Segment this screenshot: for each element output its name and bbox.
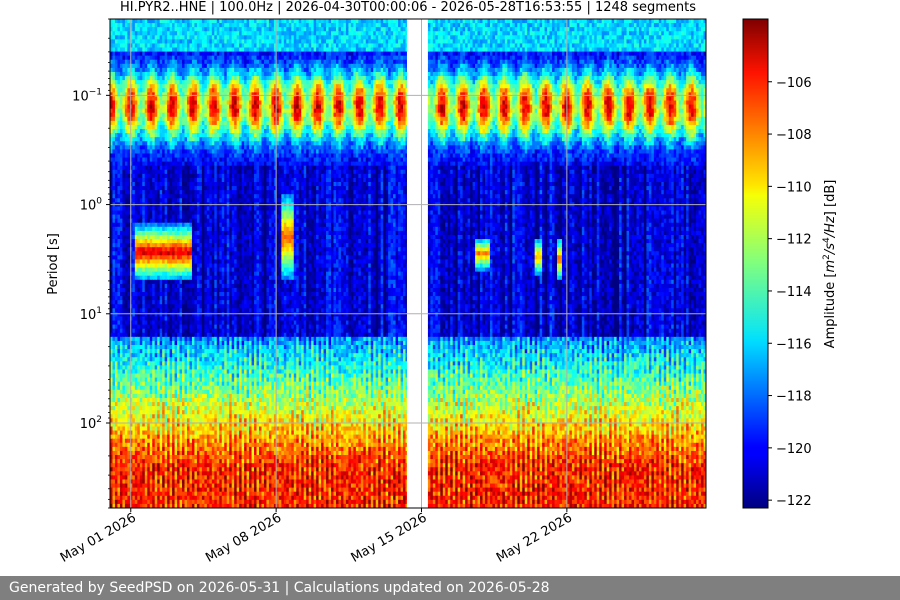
chart-title: HI.PYR2..HNE | 100.0Hz | 2026-04-30T00:0… (120, 0, 696, 15)
